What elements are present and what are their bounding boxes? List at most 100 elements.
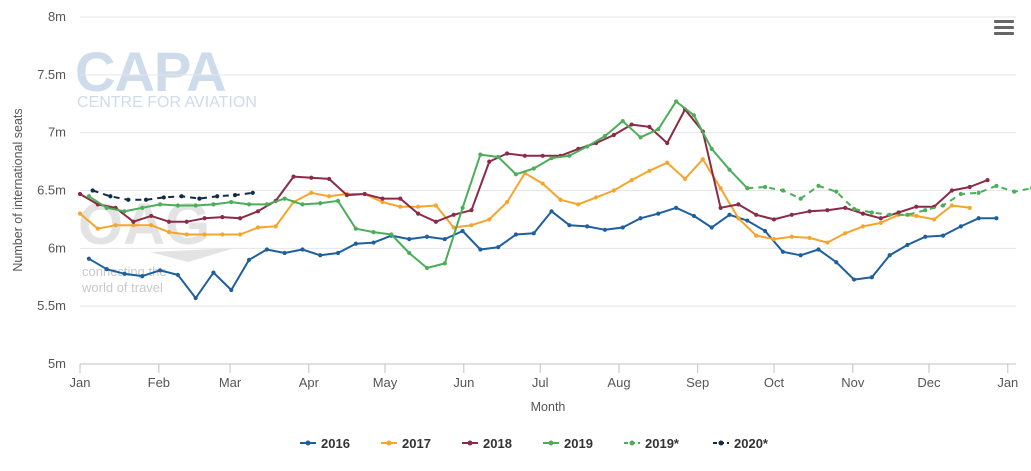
data-point: [77, 191, 83, 197]
data-point: [229, 287, 234, 293]
data-point: [985, 177, 990, 183]
data-point: [86, 256, 91, 261]
data-point: [789, 234, 794, 239]
data-point: [549, 156, 554, 161]
hamburger-menu-icon[interactable]: [994, 20, 1014, 36]
data-point: [86, 194, 91, 199]
data-point: [896, 210, 901, 215]
data-point: [90, 188, 95, 193]
capa-watermark: CAPA CENTRE FOR AVIATION: [75, 40, 257, 111]
data-point: [736, 216, 741, 221]
data-point: [149, 223, 154, 228]
data-point: [166, 219, 172, 224]
legend-item[interactable]: 2020*: [713, 436, 769, 451]
data-point: [424, 234, 430, 239]
data-point: [754, 212, 759, 217]
data-point: [843, 205, 848, 210]
data-point: [460, 205, 465, 210]
data-point: [878, 220, 883, 225]
data-point: [327, 194, 332, 199]
legend-item[interactable]: 2018: [462, 436, 512, 451]
data-point: [771, 217, 777, 222]
data-point: [932, 217, 937, 222]
data-point: [691, 113, 697, 118]
y-axis-ticks: 5m 5.5m 6m 6.5m 7m 7.5m 8m: [37, 9, 66, 371]
x-tick-label: Apr: [299, 375, 320, 390]
data-point: [700, 157, 705, 162]
data-point: [994, 216, 999, 221]
data-point: [424, 265, 430, 271]
data-point: [513, 172, 519, 177]
data-point: [193, 295, 198, 301]
data-point: [656, 127, 661, 132]
data-point: [567, 223, 572, 228]
data-point: [442, 261, 447, 266]
data-point: [362, 191, 367, 197]
data-point: [602, 227, 608, 232]
data-point: [108, 194, 113, 199]
data-point: [718, 186, 723, 191]
legend-item[interactable]: 2017: [381, 436, 431, 451]
menu-bar-3: [994, 32, 1014, 35]
data-point: [905, 242, 910, 247]
data-point: [291, 174, 296, 179]
data-point: [469, 208, 474, 213]
data-point: [887, 253, 892, 258]
data-point: [834, 260, 839, 265]
data-point: [232, 193, 238, 198]
data-point: [238, 216, 243, 221]
data-point: [184, 232, 189, 237]
legend-item[interactable]: 2016: [300, 436, 350, 451]
data-point: [504, 151, 510, 156]
data-point: [143, 197, 149, 202]
data-point: [202, 216, 207, 221]
legend-label: 2020*: [734, 436, 769, 451]
legend-item[interactable]: 2019*: [624, 436, 680, 451]
data-point: [843, 231, 848, 236]
data-point: [264, 247, 269, 252]
data-point: [451, 212, 456, 217]
data-point: [585, 144, 590, 149]
data-point: [161, 195, 166, 200]
data-point: [407, 236, 412, 242]
data-point: [914, 204, 919, 209]
x-tick-label: Aug: [607, 375, 630, 390]
data-point: [282, 250, 287, 256]
data-point: [754, 233, 759, 238]
data-point: [513, 232, 519, 237]
data-point: [318, 253, 323, 258]
data-point: [197, 196, 202, 201]
data-point: [860, 211, 866, 216]
data-point: [727, 167, 732, 172]
legend-item[interactable]: 2019: [543, 436, 593, 451]
data-point: [531, 166, 536, 171]
x-tick-label: Sep: [686, 375, 709, 390]
y-tick-label: 8m: [48, 9, 66, 24]
data-point: [451, 225, 456, 230]
data-point: [674, 205, 679, 210]
series-line: [88, 206, 997, 300]
data-point: [522, 153, 527, 158]
data-point: [184, 219, 189, 224]
data-point: [869, 275, 874, 280]
data-point: [665, 140, 670, 146]
data-point: [629, 122, 634, 127]
series-2018: [77, 107, 990, 224]
legend-marker: [467, 440, 473, 446]
data-point: [131, 223, 136, 228]
data-point: [540, 181, 545, 186]
data-point: [211, 270, 216, 275]
y-tick-label: 7.5m: [37, 67, 66, 82]
data-point: [940, 233, 946, 238]
data-point: [202, 232, 207, 237]
legend[interactable]: 2016 2017 2018 2019 2019* 2020*: [300, 436, 769, 451]
gridlines: [80, 16, 1016, 365]
data-point: [131, 219, 136, 224]
data-point: [113, 223, 118, 228]
x-tick-label: Jun: [453, 375, 474, 390]
data-point: [923, 234, 928, 239]
data-point: [478, 247, 483, 252]
data-point: [487, 217, 492, 222]
menu-bar-2: [994, 26, 1014, 29]
legend-marker: [629, 440, 635, 446]
